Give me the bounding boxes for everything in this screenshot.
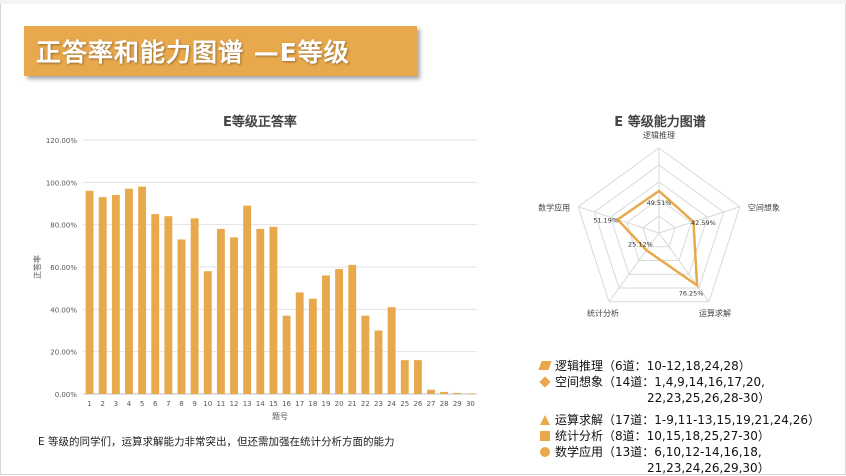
circle-icon	[540, 447, 550, 457]
legend-label: 数学应用（13道：6,10,12-14,16,18,	[555, 445, 762, 459]
legend-label: 运算求解（17道：1-9,11-13,15,19,21,24,26）	[555, 413, 820, 427]
legend-item-stats: 统计分析（8道：10,15,18,25,27-30）	[535, 428, 835, 444]
radar-legend: 逻辑推理（6道：10-12,18,24,28） 空间想象（14道：1,4,9,1…	[535, 358, 835, 476]
legend-label: 逻辑推理（6道：10-12,18,24,28）	[555, 359, 751, 373]
legend-item-logic: 逻辑推理（6道：10-12,18,24,28）	[535, 358, 835, 374]
legend-item-space: 空间想象（14道：1,4,9,14,16,17,20, 22,23,25,26,…	[535, 374, 835, 406]
legend-label-cont: 21,23,24,26,29,30）	[647, 461, 770, 475]
legend-label: 空间想象（14道：1,4,9,14,16,17,20,	[555, 375, 765, 389]
legend-label: 统计分析（8道：10,15,18,25,27-30）	[555, 429, 770, 443]
title-banner: 正答率和能力图谱 —E等级	[24, 26, 417, 76]
bar-chart-title: E等级正答率	[223, 115, 297, 130]
radar-chart-title: E 等级能力图谱	[614, 115, 706, 130]
legend-label-cont: 22,23,25,26,28-30）	[647, 391, 771, 405]
legend-item-apply: 数学应用（13道：6,10,12-14,16,18, 21,23,24,26,2…	[535, 444, 835, 476]
parallelogram-icon	[538, 361, 552, 370]
square-icon	[540, 431, 550, 441]
summary-text: E 等级的同学们，运算求解能力非常突出，但还需加强在统计分析方面的能力	[38, 436, 395, 448]
diamond-icon	[539, 376, 551, 388]
top-border	[0, 0, 846, 4]
triangle-icon	[540, 415, 550, 425]
legend-item-calc: 运算求解（17道：1-9,11-13,15,19,21,24,26）	[535, 412, 835, 428]
slide-title: 正答率和能力图谱 —E等级	[36, 38, 350, 67]
